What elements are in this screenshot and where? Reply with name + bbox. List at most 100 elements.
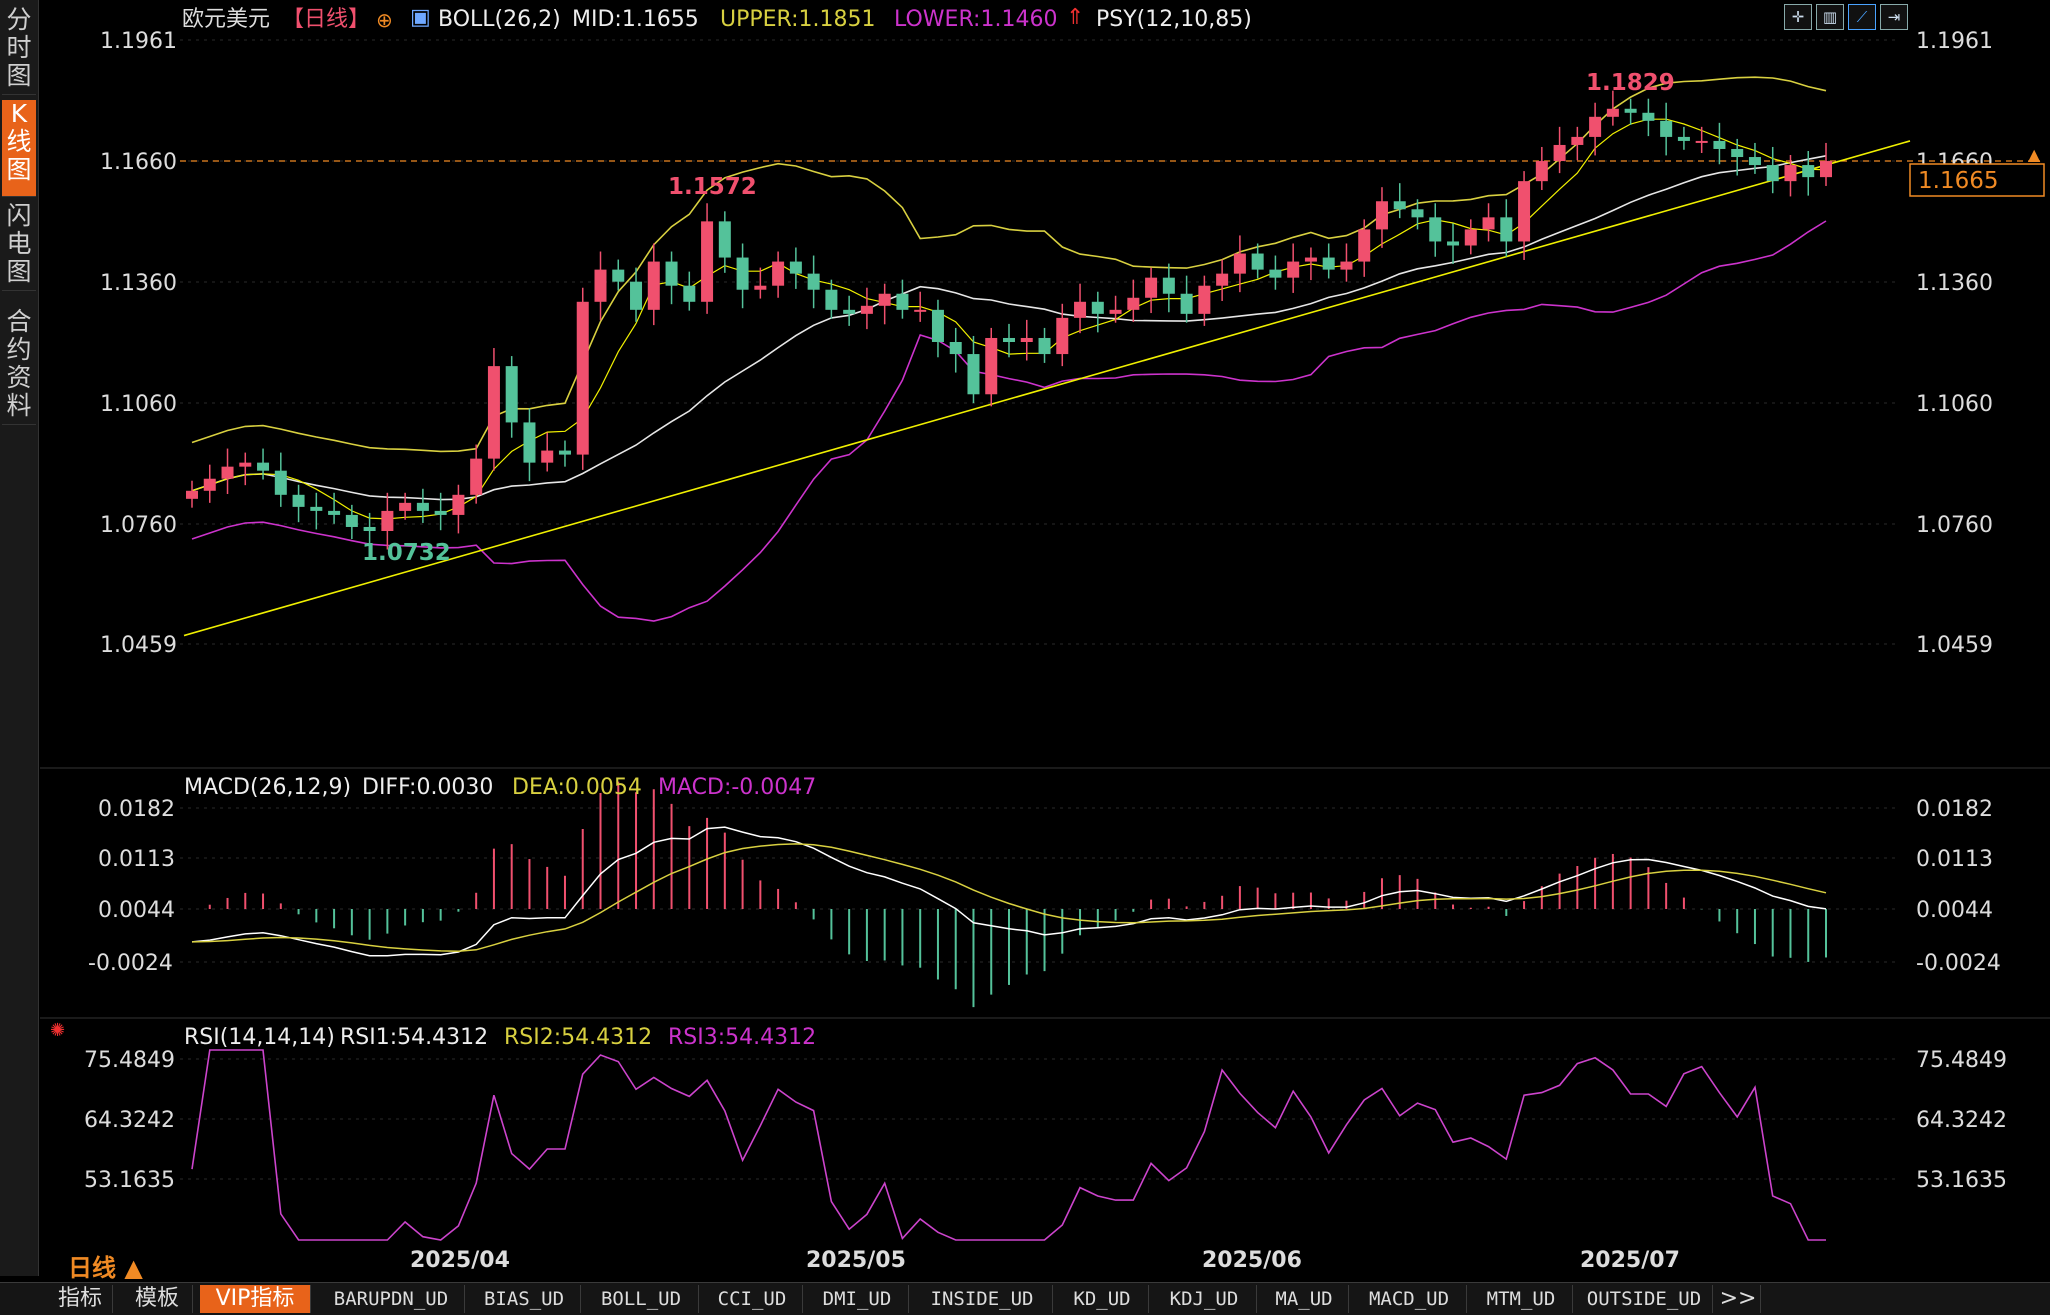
boll-label: BOLL(26,2) <box>438 7 561 32</box>
tab-ma[interactable]: MA_UD <box>1260 1285 1349 1313</box>
kline-chart[interactable]: 欧元美元 【日线】 ⊕ ▣ BOLL(26,2) MID:1.1655 UPPE… <box>0 0 2050 1282</box>
tab-cci[interactable]: CCI_UD <box>702 1285 803 1313</box>
rsi-axis-label: 64.3242 <box>84 1108 175 1133</box>
rsi1-value: RSI1:54.4312 <box>340 1025 488 1050</box>
candle-body <box>914 309 927 312</box>
line-icon[interactable]: ⟋ <box>1848 4 1876 30</box>
candle-body <box>772 261 785 286</box>
candle-body <box>576 301 589 455</box>
candle-body <box>1447 241 1460 246</box>
price-label-left: 1.1360 <box>100 271 177 296</box>
rsi-axis-label: 64.3242 <box>1916 1108 2007 1133</box>
candle-body <box>221 466 234 479</box>
tab-mtm[interactable]: MTM_UD <box>1470 1285 1573 1313</box>
candle-body <box>1464 229 1477 246</box>
tab-kline[interactable]: K线图 <box>2 100 36 197</box>
candle-body <box>1287 261 1300 278</box>
tab-contract-info[interactable]: 合约资料 <box>2 308 36 425</box>
candle-body <box>1411 209 1424 218</box>
price-label-right: 1.1060 <box>1916 392 1993 417</box>
candle-body <box>1713 140 1726 149</box>
tab-kdj[interactable]: KDJ_UD <box>1152 1285 1257 1313</box>
price-label-right: 1.1961 <box>1916 29 1993 54</box>
price-label-left: 1.1660 <box>100 150 177 175</box>
candle-body <box>1198 285 1211 314</box>
indicator-tabs-bar: 指标 模板 VIP指标 BARUPDN_UD BIAS_UD BOLL_UD C… <box>0 1282 2050 1315</box>
candle-body <box>1251 253 1264 270</box>
price-label-right: 1.1360 <box>1916 271 1993 296</box>
rsi-settings-icon[interactable]: ✺ <box>50 1020 65 1041</box>
candle-icon[interactable]: ▥ <box>1816 4 1844 30</box>
tab-dmi[interactable]: DMI_UD <box>806 1285 909 1313</box>
macd-axis-label: 0.0044 <box>98 898 175 923</box>
candle-body <box>186 490 198 499</box>
macd-title: MACD(26,12,9) <box>184 775 351 800</box>
up-arrow-icon: ⇑ <box>1066 5 1084 30</box>
rsi3-value: RSI3:54.4312 <box>668 1025 816 1050</box>
macd-value: MACD:-0.0047 <box>658 775 816 800</box>
price-label-left: 1.1060 <box>100 392 177 417</box>
candle-body <box>257 462 270 471</box>
candle-body <box>1358 229 1371 262</box>
current-price-box <box>1909 163 2045 197</box>
candle-body <box>470 458 483 495</box>
candle-body <box>1553 144 1566 162</box>
candle-body <box>558 450 571 455</box>
candle-body <box>718 221 731 258</box>
tab-outside[interactable]: OUTSIDE_UD <box>1576 1285 1713 1313</box>
candle-body <box>1003 337 1015 342</box>
candle-body <box>1322 257 1335 270</box>
rsi-line <box>191 1049 1826 1241</box>
candle-body <box>1624 108 1637 113</box>
macd-diff-line <box>191 826 1827 957</box>
settings-icon[interactable]: ⊕ <box>376 8 393 32</box>
high-label: 1.1829 <box>1586 70 1675 96</box>
candle-body <box>523 422 536 463</box>
candle-body <box>1091 301 1104 314</box>
tab-kd[interactable]: KD_UD <box>1056 1285 1149 1313</box>
macd-axis-label: 0.0182 <box>1916 797 1993 822</box>
candle-body <box>967 354 980 395</box>
tab-indicator[interactable]: 指标 <box>48 1285 113 1313</box>
candle-body <box>1269 269 1282 278</box>
candle-body <box>612 269 625 282</box>
tab-boll[interactable]: BOLL_UD <box>584 1285 699 1313</box>
crosshair-icon[interactable]: ✛ <box>1784 4 1812 30</box>
tab-vip-indicator[interactable]: VIP指标 <box>200 1285 311 1313</box>
candle-body <box>416 502 429 511</box>
tab-intraday[interactable]: 分时图 <box>2 6 36 95</box>
candle-body <box>363 526 376 532</box>
candle-body <box>931 309 944 342</box>
candle-body <box>1660 120 1673 137</box>
tab-inside[interactable]: INSIDE_UD <box>912 1285 1053 1313</box>
candle-body <box>434 510 447 515</box>
tab-flash[interactable]: 闪电图 <box>2 202 36 291</box>
symbol-name: 欧元美元 <box>182 7 270 32</box>
candle-body <box>1038 337 1051 355</box>
indicator-chart-icon[interactable]: ▣ <box>410 5 431 30</box>
rsi-axis-label: 75.4849 <box>1916 1048 2007 1073</box>
candle-body <box>843 309 856 314</box>
candle-body <box>505 366 518 423</box>
candle-body <box>345 514 358 527</box>
price-label-left: 1.0760 <box>100 513 177 538</box>
candle-body <box>1731 148 1744 158</box>
tab-barupdn[interactable]: BARUPDN_UD <box>318 1285 465 1313</box>
tab-template[interactable]: 模板 <box>122 1285 193 1313</box>
candle-body <box>1677 136 1690 141</box>
macd-axis-label: 0.0113 <box>1916 847 1993 872</box>
more-tabs-button[interactable]: >> <box>1716 1285 1761 1313</box>
candle-body <box>1695 140 1708 143</box>
rsi2-value: RSI2:54.4312 <box>504 1025 652 1050</box>
period-tag: 【日线】 <box>282 7 370 32</box>
boll-upper-line <box>191 76 1827 453</box>
macd-axis-label: -0.0024 <box>1916 951 2001 976</box>
tab-macd[interactable]: MACD_UD <box>1352 1285 1467 1313</box>
tab-bias[interactable]: BIAS_UD <box>468 1285 581 1313</box>
period-selector[interactable]: 日线 ▲ <box>68 1254 143 1282</box>
boll-upper: UPPER:1.1851 <box>720 7 876 32</box>
expand-icon[interactable]: ⇥ <box>1880 4 1908 30</box>
macd-axis-label: 0.0182 <box>98 797 175 822</box>
rsi-axis-label: 53.1635 <box>84 1168 175 1193</box>
candle-body <box>630 281 643 310</box>
